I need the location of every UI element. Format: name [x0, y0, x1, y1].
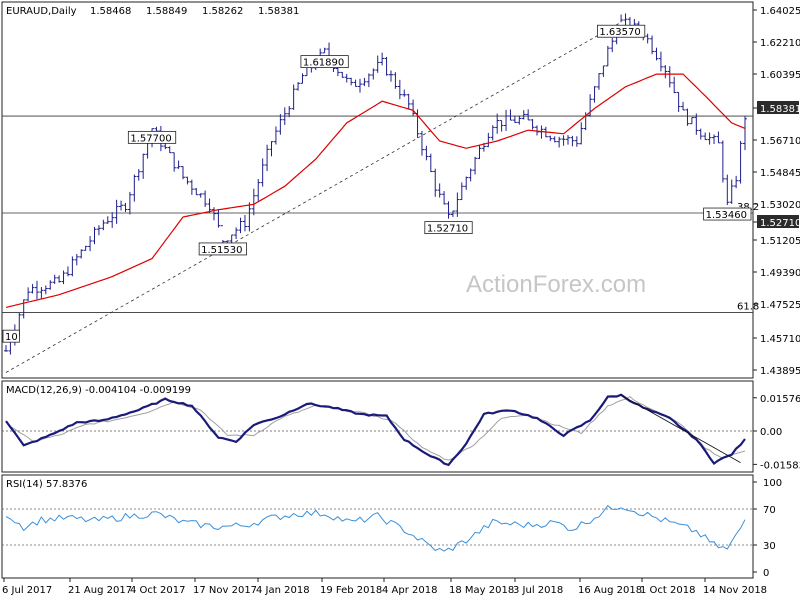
price-y-label: 1.54845: [760, 168, 800, 179]
price-y-label: 1.47525: [760, 300, 800, 311]
x-tick-label: 4 Jan 2018: [256, 585, 310, 596]
price-annotation-label: 1.51530: [201, 245, 242, 256]
macd-y-label: 0.00: [760, 427, 782, 438]
rsi-title: RSI(14) 57.8376: [6, 479, 87, 490]
price-annotation-label: 1.61890: [303, 58, 344, 69]
x-tick-label: 19 Feb 2018: [320, 585, 382, 596]
price-y-label: 1.64025: [760, 6, 800, 17]
x-tick-label: 6 Jul 2017: [2, 585, 52, 596]
price-annotation-label: 10: [5, 332, 18, 343]
watermark: ActionForex.com: [466, 271, 646, 298]
price-y-label: 1.43895: [760, 366, 800, 377]
price-y-label: 1.58381: [760, 104, 800, 115]
high-value: 1.58849: [146, 6, 187, 17]
x-tick-label: 16 Aug 2018: [578, 585, 642, 596]
price-y-label: 1.45710: [760, 334, 800, 345]
price-tag-bg: [757, 215, 799, 228]
price-annotation-box: [127, 130, 177, 144]
x-tick-label: 4 Oct 2017: [130, 585, 185, 596]
rsi-y-label: 30: [763, 541, 776, 552]
price-y-label: 1.60395: [760, 70, 800, 81]
rsi-plot: [2, 504, 753, 552]
price-annotation-box: [300, 55, 349, 69]
price-annotation-label: 1.53460: [706, 210, 747, 221]
macd-signal-line: [5, 395, 746, 461]
price-y-label: 1.52710: [760, 218, 800, 229]
x-tick-label: 4 Apr 2018: [382, 585, 437, 596]
price-plot: 38.2 61.8 1.63570 1.61890 1.57700 1.51530 1.52…: [2, 13, 759, 373]
x-tick-label: 14 Nov 2018: [703, 585, 767, 596]
x-tick-label: 21 Aug 2017: [68, 585, 132, 596]
close-value: 1.58381: [258, 6, 299, 17]
macd-plot: [2, 393, 753, 467]
rsi-y-label: 100: [763, 478, 782, 489]
x-tick-label: 17 Nov 2017: [193, 585, 257, 596]
price-annotation-box: [703, 207, 752, 221]
open-value: 1.58468: [90, 6, 131, 17]
moving-average-line: [5, 73, 746, 308]
price-annotation-label: 1.52710: [427, 224, 468, 235]
trendline: [5, 21, 622, 373]
symbol-label: EURAUD,Daily: [6, 6, 77, 17]
x-tick-label: 3 Jul 2018: [513, 585, 563, 596]
price-annotation-box: [198, 242, 247, 256]
rsi-line: [5, 504, 746, 552]
rsi-y-label: 70: [763, 505, 776, 516]
price-tag-bg: [757, 101, 799, 114]
macd-title: MACD(12,26,9) -0.004104 -0.009199: [6, 385, 191, 396]
macd-panel-frame: [1, 380, 754, 473]
price-annotation-label: 1.63570: [599, 27, 640, 38]
price-annotation-label: 1.57700: [130, 133, 171, 144]
price-y-label: 1.49390: [760, 268, 800, 279]
axes: 1.64025 1.62210 1.60395 1.58381 1.56710 1.548…: [2, 6, 800, 596]
macd-y-label: 0.015762: [760, 394, 800, 405]
fib-level-label-1: 38.2: [737, 202, 759, 213]
low-value: 1.58262: [202, 6, 243, 17]
macd-y-label: -0.015834: [760, 460, 800, 471]
price-y-label: 1.62210: [760, 38, 800, 49]
price-y-label: 1.56710: [760, 136, 800, 147]
price-annotation-box: [424, 221, 473, 235]
price-y-label: 1.51205: [760, 236, 800, 247]
price-annotation-box: [2, 329, 20, 343]
price-y-label: 1.53020: [760, 200, 800, 211]
rsi-y-label: 0: [763, 568, 769, 579]
x-tick-label: 1 Oct 2018: [640, 585, 695, 596]
price-annotation-box: [596, 24, 646, 38]
x-tick-label: 18 May 2018: [449, 585, 514, 596]
rsi-panel-frame: [1, 474, 754, 579]
fib-level-label-2: 61.8: [737, 301, 759, 312]
macd-trendline: [620, 394, 741, 463]
